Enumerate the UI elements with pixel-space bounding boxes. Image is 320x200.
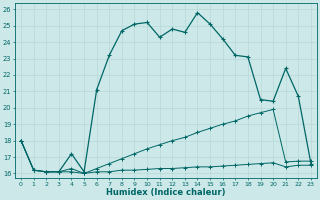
X-axis label: Humidex (Indice chaleur): Humidex (Indice chaleur) xyxy=(106,188,226,197)
